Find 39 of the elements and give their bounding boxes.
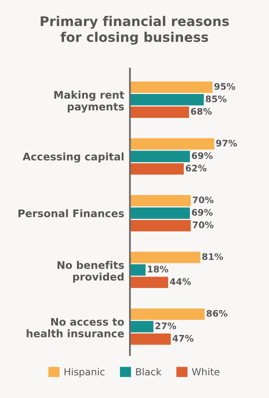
bar xyxy=(130,194,191,206)
y-tick-label: No benefits provided xyxy=(58,260,124,283)
bar xyxy=(130,276,168,288)
data-label: 70% xyxy=(192,196,214,204)
chart-title: Primary financial reasons for closing business xyxy=(40,16,229,45)
y-tick-label: Accessing capital xyxy=(22,152,124,163)
bar xyxy=(130,82,212,93)
bar xyxy=(130,264,146,276)
legend-label: White xyxy=(192,368,220,376)
data-label: 44% xyxy=(170,278,191,285)
data-label: 69% xyxy=(192,208,213,216)
data-label: 70% xyxy=(192,221,214,228)
data-label: 81% xyxy=(202,253,224,260)
bar xyxy=(130,308,205,320)
legend-label: Hispanic xyxy=(64,368,104,378)
bar xyxy=(130,220,191,232)
y-tick-label: Personal Finances xyxy=(18,209,124,218)
y-tick-label: Making rent payments xyxy=(54,90,124,113)
bar xyxy=(130,150,190,162)
data-label: 62% xyxy=(186,164,207,172)
bar xyxy=(130,138,214,150)
data-label: 27% xyxy=(156,322,176,330)
bar xyxy=(130,163,184,175)
y-tick-label: No access to health insurance xyxy=(26,318,124,338)
bar xyxy=(130,333,171,345)
bar xyxy=(130,106,190,118)
data-label: 97% xyxy=(216,140,237,147)
bar xyxy=(130,94,204,106)
data-label: 47% xyxy=(172,334,194,342)
data-label: 95% xyxy=(214,82,236,90)
bar xyxy=(130,320,154,332)
data-label: 69% xyxy=(192,152,213,160)
bar xyxy=(130,252,200,264)
bar xyxy=(130,207,190,219)
data-label: 85% xyxy=(206,95,227,102)
data-label: 68% xyxy=(190,108,212,115)
data-label: 18% xyxy=(148,266,168,273)
data-label: 86% xyxy=(206,310,228,317)
legend-label: Black xyxy=(136,368,162,376)
